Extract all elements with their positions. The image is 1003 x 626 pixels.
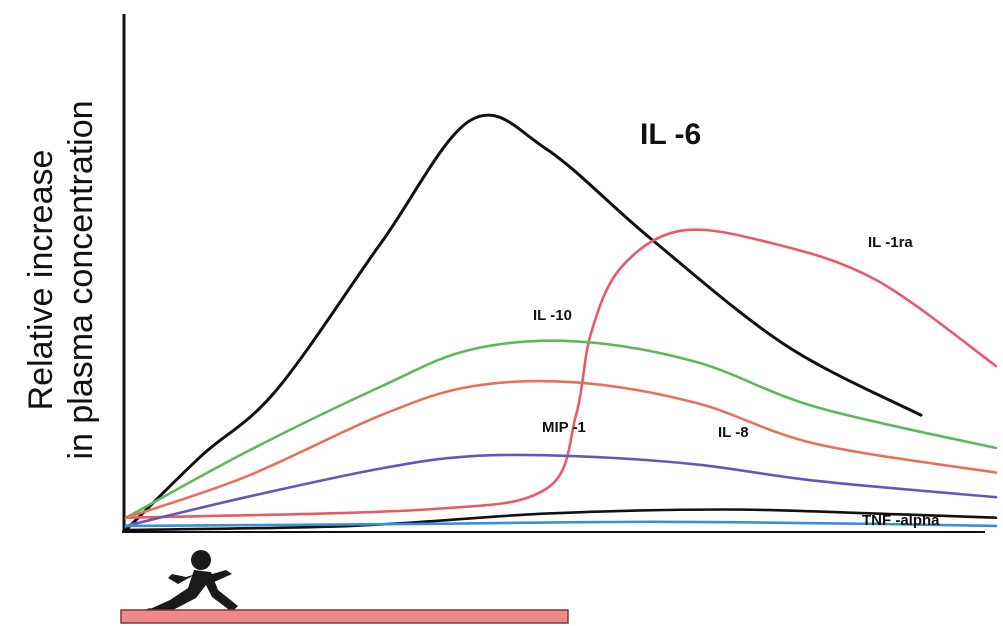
exercise-duration-bar <box>120 609 569 624</box>
y-axis-label-line2: in plasma concentration <box>62 100 100 459</box>
series-label-il6: IL -6 <box>640 118 701 151</box>
series-label-il8: IL -8 <box>718 424 749 441</box>
series-line-il-1ra <box>124 228 998 519</box>
runner-icon <box>138 550 238 616</box>
series-label-mip1: MIP -1 <box>542 419 586 436</box>
series-label-il10: IL -10 <box>533 307 572 324</box>
y-axis-label-line1: Relative increase <box>22 150 60 411</box>
series-label-il1ra: IL -1ra <box>868 234 913 251</box>
series-line-il-6 <box>124 113 923 532</box>
series-layer <box>124 113 998 532</box>
series-label-tnf-alpha: TNF -alpha <box>862 512 940 529</box>
series-line-il-8 <box>124 379 998 519</box>
series-line-tnf-alpha <box>124 508 998 532</box>
series-line-baseline <box>124 520 998 528</box>
series-line-mip-1 <box>124 453 998 528</box>
series-line-il-10 <box>124 339 998 519</box>
